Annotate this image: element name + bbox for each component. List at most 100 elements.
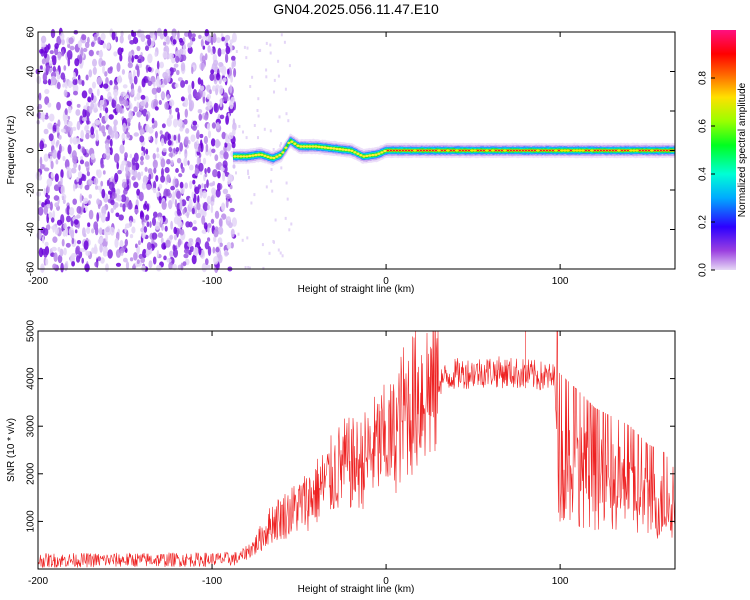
spectrogram-noise-cell xyxy=(121,132,126,141)
spectrogram-noise-cell xyxy=(200,209,206,216)
spectrogram-noise-cell xyxy=(85,132,90,140)
spectrogram-ridge-core xyxy=(365,154,369,158)
spectrogram-ridge-core xyxy=(497,149,501,152)
spectrogram-ridge-core xyxy=(269,156,273,159)
spectrogram-noise-cell xyxy=(54,202,60,208)
spectrogram-noise-cell xyxy=(281,254,284,258)
spectrogram-noise-cell xyxy=(211,148,216,154)
spectrogram-noise-cell xyxy=(90,41,95,47)
spectrogram-noise-cell xyxy=(140,171,144,176)
spectrogram-noise-cell xyxy=(232,118,236,125)
spectrogram-noise-cell xyxy=(162,51,168,59)
spectrogram-noise-cell xyxy=(145,45,149,51)
x-tick-label: 100 xyxy=(552,276,569,287)
spectrogram-noise-cell xyxy=(224,142,228,148)
spectrogram-noise-cell xyxy=(51,225,57,230)
spectrogram-noise-cell xyxy=(156,60,160,70)
spectrogram-noise-cell xyxy=(91,247,95,254)
spectrogram-noise-cell xyxy=(156,147,159,153)
spectrogram-noise-cell xyxy=(177,239,181,248)
spectrogram-noise-cell xyxy=(203,135,208,145)
spectrogram-noise-cell xyxy=(81,117,87,122)
spectrogram-ridge-core xyxy=(467,149,471,152)
spectrogram-noise-cell xyxy=(270,179,273,183)
spectrogram-ridge-core xyxy=(527,149,531,152)
spectrogram-noise-cell xyxy=(230,96,236,104)
spectrogram-noise-cell xyxy=(86,226,91,234)
spectrogram-noise-cell xyxy=(116,62,121,72)
spectrogram-noise-cell xyxy=(119,247,125,253)
spectrogram-noise-cell xyxy=(154,51,158,57)
spectrogram-noise-cell xyxy=(278,115,281,119)
spectrogram-noise-cell xyxy=(290,222,293,226)
spectrogram-noise-cell xyxy=(145,154,150,160)
spectrogram-noise-cell xyxy=(141,78,146,88)
spectrogram-noise-cell xyxy=(226,216,231,222)
spectrogram-ridge-core xyxy=(629,149,633,152)
spectrogram-x-ticks: -200 -100 0 100 xyxy=(28,32,569,287)
spectrogram-noise-cell xyxy=(221,65,227,76)
spectrogram-noise-cell xyxy=(72,183,76,192)
spectrogram-noise-cell xyxy=(76,103,81,108)
spectrogram-noise-cell xyxy=(153,81,156,87)
spectrogram-noise-cell xyxy=(179,142,184,152)
spectrogram-noise-cell xyxy=(71,167,77,174)
spectrogram-noise-cell xyxy=(87,222,91,228)
spectrogram-noise-cell xyxy=(180,96,185,102)
spectrogram-noise-cell xyxy=(100,212,106,223)
spectrogram-ridge-core xyxy=(383,149,387,153)
spectrogram-noise-cell xyxy=(47,78,52,86)
colorbar-tick-label: 0.8 xyxy=(698,71,709,85)
spectrogram-noise-cell xyxy=(57,254,63,264)
spectrogram-noise-cell xyxy=(91,92,94,101)
spectrogram-ridge-core xyxy=(566,149,570,152)
spectrogram-noise-cell xyxy=(71,237,75,245)
spectrogram-noise-cell xyxy=(127,62,133,69)
spectrogram-noise-cell xyxy=(40,35,47,44)
spectrogram-noise-cell xyxy=(217,226,224,235)
spectrogram-noise-cell xyxy=(69,45,75,51)
spectrogram-noise-cell xyxy=(225,193,231,200)
spectrogram-noise-cell xyxy=(217,237,223,245)
spectrogram-noise-cell xyxy=(93,177,99,186)
spectrogram-ridge-core xyxy=(431,149,435,152)
spectrogram-noise-cell xyxy=(179,127,184,132)
spectrogram-noise-cell xyxy=(138,191,144,202)
spectrogram-noise-cell xyxy=(251,75,254,79)
spectrogram-noise-cell xyxy=(160,237,164,244)
spectrogram-noise-cell xyxy=(285,112,288,116)
spectrogram-noise-cell xyxy=(101,188,106,199)
spectrogram-ridge-core xyxy=(332,147,336,150)
spectrogram-noise-cell xyxy=(164,101,169,110)
spectrogram-noise-cell xyxy=(119,54,123,62)
spectrogram-noise-cell xyxy=(263,127,266,131)
spectrogram-noise-cell xyxy=(73,90,78,96)
spectrogram-noise-cell xyxy=(120,163,125,172)
spectrogram-ridge-core xyxy=(488,149,492,152)
spectrogram-ridge-core xyxy=(554,149,558,152)
spectrogram-noise-cell xyxy=(134,208,139,214)
spectrogram-ridge-core xyxy=(644,149,648,152)
spectrogram-noise-cell xyxy=(212,85,216,92)
y-tick-label: 0 xyxy=(26,147,37,153)
spectrogram-noise-cell xyxy=(38,206,44,216)
spectrogram-noise-cell xyxy=(48,113,55,122)
spectrogram-noise-cell xyxy=(88,49,94,57)
spectrogram-ridge-core xyxy=(350,149,354,152)
spectrogram-noise-cell xyxy=(166,158,171,165)
spectrogram-noise-cell xyxy=(155,175,159,182)
spectrogram-noise-cell xyxy=(137,58,142,64)
spectrogram-noise-cell xyxy=(38,200,42,206)
spectrogram-noise-cell xyxy=(202,190,207,199)
spectrogram-noise-cell xyxy=(140,156,144,161)
spectrogram-noise-cell xyxy=(229,39,234,44)
spectrogram-noise-cell xyxy=(176,190,181,199)
spectrogram-noise-cell xyxy=(115,212,120,218)
spectrogram-noise-cell xyxy=(38,92,42,101)
spectrogram-ridge-core xyxy=(575,149,579,152)
x-tick-label: 0 xyxy=(383,576,389,587)
spectrogram-noise-cell xyxy=(133,75,138,85)
spectrogram-noise-cell xyxy=(173,147,176,154)
spectrogram-noise-cell xyxy=(207,204,210,211)
